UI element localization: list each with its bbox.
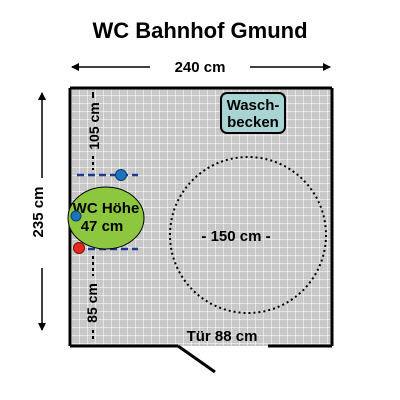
height-label: 235 cm	[30, 187, 47, 238]
door-leaf	[177, 344, 216, 374]
turning-circle	[169, 156, 327, 314]
page-title: WC Bahnhof Gmund	[92, 18, 308, 43]
sink: Wasch- becken	[220, 92, 286, 134]
door-label: Tür 88 cm	[187, 328, 258, 345]
sink-label-line2: becken	[227, 114, 279, 131]
upper-offset-label: 105 cm	[86, 102, 102, 149]
wc-marker-dot	[70, 210, 82, 222]
wc-toilet: WC Höhe 47 cm	[67, 186, 145, 250]
walls	[68, 86, 334, 348]
turning-circle-label: - 150 cm -	[201, 228, 270, 245]
sink-label-line1: Wasch-	[227, 97, 280, 114]
wc-label-line2: 47 cm	[81, 218, 124, 235]
height-dimension: 235 cm	[30, 92, 47, 331]
flush-button-dot	[115, 169, 127, 181]
emergency-button-dot	[73, 242, 85, 254]
wc-label-line1: WC Höhe	[73, 200, 140, 217]
width-dimension: 240 cm	[71, 59, 331, 76]
width-label: 240 cm	[175, 59, 226, 76]
lower-offset-label: 85 cm	[84, 283, 100, 323]
